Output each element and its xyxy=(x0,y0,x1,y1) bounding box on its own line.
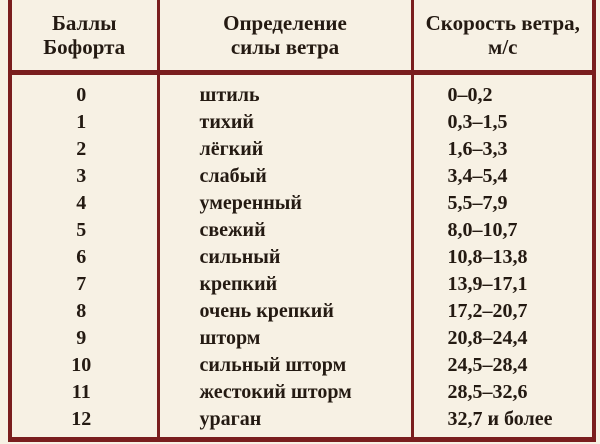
cell-score: 11 xyxy=(8,378,160,406)
cell-wind-speed: 3,4–5,4 xyxy=(412,162,596,190)
table-row: 11 жестокий шторм 28,5–32,6 xyxy=(8,378,596,406)
table-row: 6 сильный 10,8–13,8 xyxy=(8,243,596,271)
table-body: 0 штиль 0–0,2 1 тихий 0,3–1,5 2 лёгкий 1… xyxy=(8,72,596,442)
cell-score: 9 xyxy=(8,324,160,352)
table-row: 10 сильный шторм 24,5–28,4 xyxy=(8,351,596,379)
cell-wind-name: штиль xyxy=(158,72,414,109)
header-beaufort-score-line-1: Баллы xyxy=(51,11,117,35)
table-row: 0 штиль 0–0,2 xyxy=(8,72,596,109)
header-wind-speed-line-2: м/с xyxy=(488,35,518,59)
cell-wind-speed: 0–0,2 xyxy=(412,72,596,109)
cell-wind-speed: 17,2–20,7 xyxy=(412,297,596,325)
header-row: Баллы Бофорта Определение силы ветра Ско… xyxy=(8,0,596,75)
header-beaufort-score: Баллы Бофорта xyxy=(8,0,160,75)
cell-score: 0 xyxy=(8,72,160,109)
cell-wind-name: крепкий xyxy=(158,270,414,298)
header-wind-definition-line-2: силы ветра xyxy=(230,35,340,59)
cell-wind-speed: 28,5–32,6 xyxy=(412,378,596,406)
header-wind-definition-line-1: Определение xyxy=(223,11,347,35)
cell-wind-name: умеренный xyxy=(158,189,414,217)
cell-wind-name: жестокий шторм xyxy=(158,378,414,406)
cell-score: 12 xyxy=(8,405,160,442)
cell-score: 2 xyxy=(8,135,160,163)
cell-wind-name: лёгкий xyxy=(158,135,414,163)
cell-wind-speed: 0,3–1,5 xyxy=(412,108,596,136)
beaufort-scale-table: Баллы Бофорта Определение силы ветра Ско… xyxy=(8,0,596,442)
header-beaufort-score-line-2: Бофорта xyxy=(43,35,126,59)
table-row: 7 крепкий 13,9–17,1 xyxy=(8,270,596,298)
table-row: 12 ураган 32,7 и более xyxy=(8,405,596,442)
cell-wind-name: свежий xyxy=(158,216,414,244)
cell-wind-name: слабый xyxy=(158,162,414,190)
cell-score: 6 xyxy=(8,243,160,271)
cell-wind-name: сильный шторм xyxy=(158,351,414,379)
cell-score: 5 xyxy=(8,216,160,244)
table-row: 9 шторм 20,8–24,4 xyxy=(8,324,596,352)
table-row: 8 очень крепкий 17,2–20,7 xyxy=(8,297,596,325)
table-row: 3 слабый 3,4–5,4 xyxy=(8,162,596,190)
cell-score: 3 xyxy=(8,162,160,190)
cell-wind-speed: 20,8–24,4 xyxy=(412,324,596,352)
cell-wind-name: очень крепкий xyxy=(158,297,414,325)
cell-score: 10 xyxy=(8,351,160,379)
table-row: 2 лёгкий 1,6–3,3 xyxy=(8,135,596,163)
cell-wind-name: ураган xyxy=(158,405,414,442)
header-wind-definition: Определение силы ветра xyxy=(158,0,414,75)
header-wind-speed-line-1: Скорость ветра, xyxy=(425,11,580,35)
table-header: Баллы Бофорта Определение силы ветра Ско… xyxy=(8,0,596,75)
cell-wind-speed: 8,0–10,7 xyxy=(412,216,596,244)
table-row: 5 свежий 8,0–10,7 xyxy=(8,216,596,244)
cell-score: 7 xyxy=(8,270,160,298)
cell-wind-name: сильный xyxy=(158,243,414,271)
cell-wind-speed: 5,5–7,9 xyxy=(412,189,596,217)
cell-wind-speed: 1,6–3,3 xyxy=(412,135,596,163)
cell-wind-name: шторм xyxy=(158,324,414,352)
cell-wind-speed: 13,9–17,1 xyxy=(412,270,596,298)
cell-score: 4 xyxy=(8,189,160,217)
header-wind-speed: Скорость ветра, м/с xyxy=(412,0,596,75)
table-row: 1 тихий 0,3–1,5 xyxy=(8,108,596,136)
cell-wind-speed: 10,8–13,8 xyxy=(412,243,596,271)
table-row: 4 умеренный 5,5–7,9 xyxy=(8,189,596,217)
cell-score: 1 xyxy=(8,108,160,136)
cell-wind-name: тихий xyxy=(158,108,414,136)
cell-wind-speed: 32,7 и более xyxy=(412,405,596,442)
cell-wind-speed: 24,5–28,4 xyxy=(412,351,596,379)
cell-score: 8 xyxy=(8,297,160,325)
